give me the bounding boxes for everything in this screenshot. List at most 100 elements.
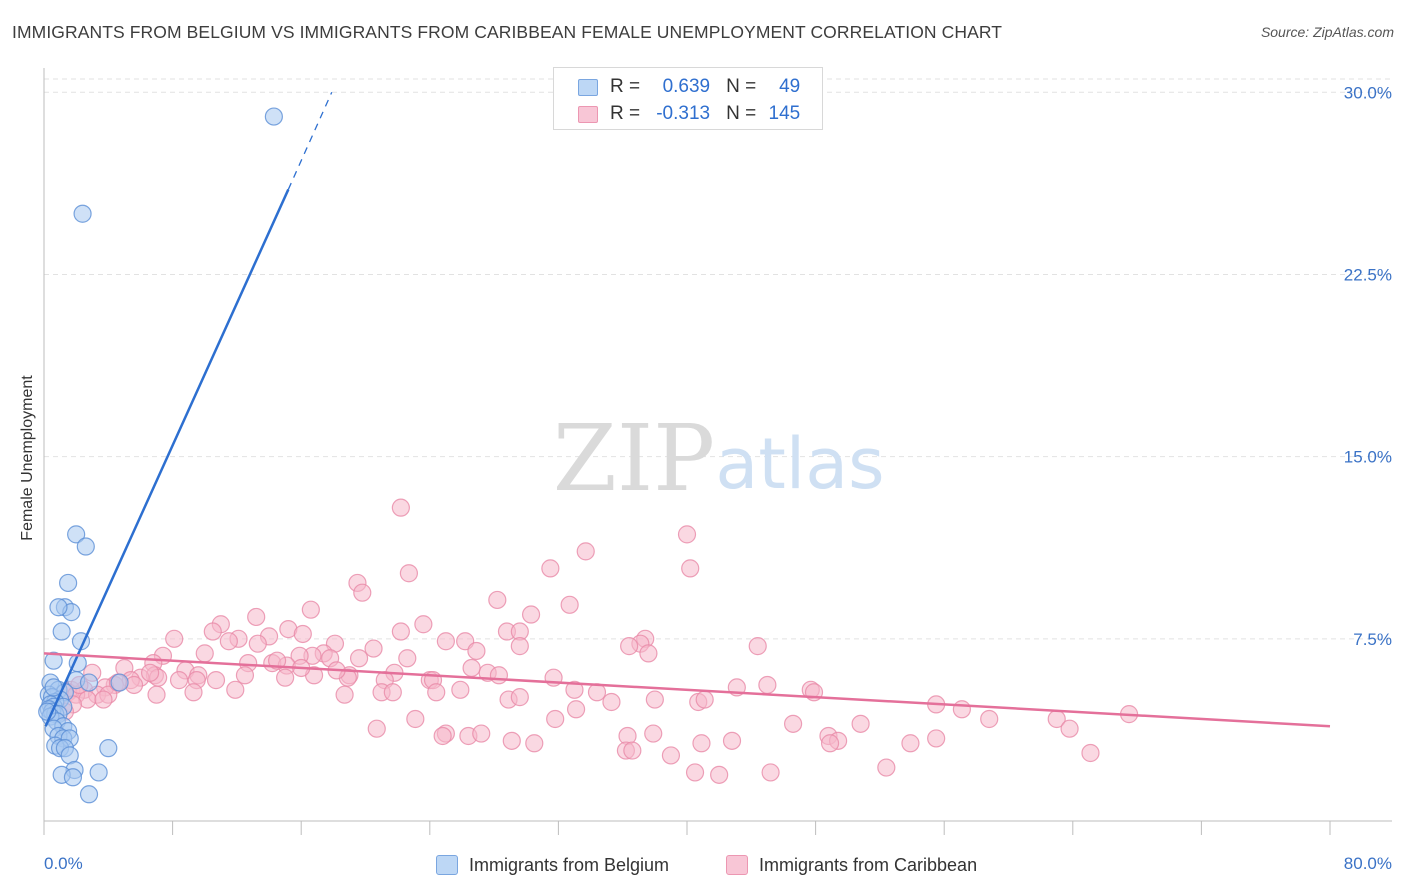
belgium-point	[67, 525, 86, 544]
legend-r-label: R =	[610, 76, 641, 97]
caribbean-point	[602, 692, 621, 712]
legend-swatch-pink	[578, 105, 598, 123]
caribbean-point	[927, 729, 946, 748]
caribbean-point	[820, 734, 840, 753]
caribbean-point	[293, 624, 312, 644]
caribbean-point	[436, 632, 455, 651]
caribbean-point	[525, 734, 544, 753]
y-tick-label: 30.0%	[1344, 83, 1392, 102]
caribbean-point	[391, 622, 410, 641]
belgium-point	[99, 739, 118, 758]
belgium-point	[264, 107, 283, 126]
x-tick-label: 80.0%	[1344, 854, 1392, 873]
caribbean-point	[301, 600, 320, 619]
belgium-point	[49, 598, 68, 617]
series-swatch-pink	[726, 855, 748, 875]
caribbean-point	[349, 649, 369, 668]
caribbean-point	[462, 658, 481, 678]
belgium-point	[44, 651, 63, 670]
caribbean-trend-line	[43, 652, 1331, 728]
caribbean-point	[901, 734, 920, 753]
caribbean-point	[645, 690, 664, 709]
legend-n-value: 145	[768, 103, 801, 124]
correlation-legend: R = 0.639 N = 49 R = -0.313 N = 145	[553, 67, 823, 130]
caribbean-point	[748, 637, 767, 656]
legend-n-label: N =	[726, 76, 757, 97]
y-tick-label: 15.0%	[1344, 448, 1392, 467]
caribbean-point	[248, 634, 267, 653]
belgium-point	[89, 763, 108, 782]
series-legend-label: Immigrants from Belgium	[469, 854, 670, 875]
caribbean-point	[980, 709, 999, 729]
caribbean-point	[620, 637, 639, 656]
caribbean-point	[758, 675, 777, 695]
caribbean-point	[276, 668, 295, 687]
grid-layer	[44, 78, 1392, 640]
watermark-atlas: atlas	[715, 423, 884, 505]
series-legend-caribbean[interactable]: Immigrants from Caribbean	[726, 851, 977, 879]
watermark: ZIP atlas	[553, 405, 885, 512]
caribbean-point	[353, 583, 372, 602]
belgium-point	[63, 768, 83, 787]
caribbean-point	[761, 763, 780, 782]
caribbean-point	[692, 734, 711, 753]
caribbean-point	[644, 724, 663, 743]
caribbean-point	[510, 637, 529, 656]
x-tick-label: 0.0%	[44, 854, 83, 873]
belgium-point	[79, 673, 99, 692]
caribbean-point	[219, 632, 238, 651]
caribbean-point	[195, 644, 214, 663]
caribbean-point	[623, 741, 642, 760]
legend-row-caribbean: R = -0.313 N = 145	[578, 101, 800, 127]
caribbean-point	[235, 666, 255, 685]
caribbean-point	[184, 683, 203, 702]
watermark-zip: ZIP	[553, 405, 715, 512]
belgium-point	[52, 622, 71, 641]
caribbean-point	[398, 649, 417, 668]
caribbean-point	[467, 641, 486, 661]
caribbean-point	[267, 651, 287, 670]
caribbean-point	[391, 498, 410, 517]
chart-title: IMMIGRANTS FROM BELGIUM VS IMMIGRANTS FR…	[12, 22, 1003, 42]
legend-r-label: R =	[610, 103, 641, 124]
caribbean-point	[427, 683, 446, 702]
caribbean-point	[521, 605, 541, 624]
caribbean-point	[952, 700, 971, 719]
belgium-point	[59, 573, 78, 593]
caribbean-point	[147, 685, 166, 704]
caribbean-point	[472, 724, 491, 743]
trend-lines	[43, 92, 1331, 728]
caribbean-point	[722, 731, 742, 750]
caribbean-point	[851, 714, 870, 733]
caribbean-point	[206, 671, 226, 690]
caribbean-point	[489, 666, 509, 685]
legend-n-value: 49	[779, 76, 801, 97]
caribbean-point	[546, 709, 565, 729]
caribbean-point	[451, 680, 470, 699]
belgium-point	[79, 785, 99, 804]
caribbean-point	[1081, 743, 1100, 763]
series-legend: Immigrants from Belgium Immigrants from …	[0, 851, 1406, 879]
caribbean-point	[247, 607, 266, 627]
caribbean-point	[414, 615, 433, 634]
caribbean-point	[94, 690, 113, 709]
caribbean-point	[502, 731, 521, 750]
caribbean-point	[877, 758, 896, 777]
caribbean-point	[677, 525, 697, 544]
caribbean-point	[681, 559, 700, 578]
caribbean-point	[566, 700, 586, 719]
legend-n-label: N =	[726, 103, 757, 124]
caribbean-point	[406, 709, 425, 729]
caribbean-point	[661, 746, 681, 765]
legend-swatch-blue	[578, 78, 598, 96]
belgium-point	[76, 537, 95, 556]
caribbean-point	[783, 714, 803, 733]
caribbean-point	[488, 590, 507, 610]
series-legend-belgium[interactable]: Immigrants from Belgium	[436, 851, 669, 879]
caribbean-point	[639, 644, 658, 663]
caribbean-point	[1060, 719, 1079, 738]
caribbean-point	[165, 629, 184, 648]
source-credit: Source: ZipAtlas.com	[1260, 24, 1394, 40]
belgium-point	[73, 204, 92, 223]
